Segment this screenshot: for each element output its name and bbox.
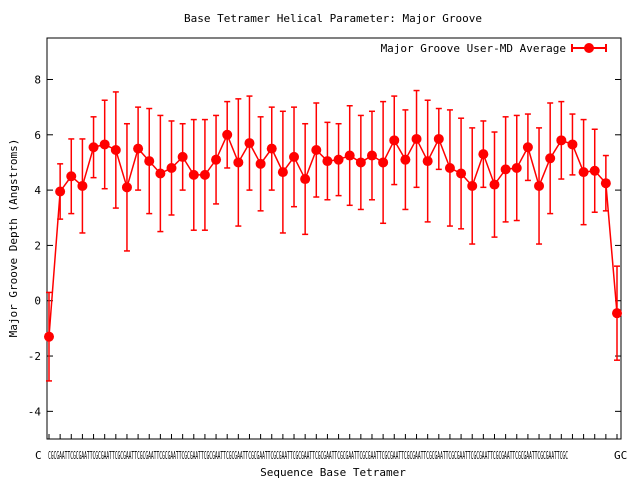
data-point — [433, 133, 444, 144]
legend-label: Major Groove User-MD Average — [381, 42, 566, 55]
data-point — [578, 167, 589, 178]
data-point — [400, 154, 411, 165]
data-point — [66, 171, 77, 182]
data-point — [344, 150, 355, 161]
data-point — [133, 143, 144, 154]
x-tick-label-first: C — [35, 449, 42, 462]
y-tick-label: 6 — [34, 129, 41, 142]
data-point — [300, 174, 311, 185]
data-point — [188, 169, 199, 180]
data-point — [322, 156, 333, 167]
data-point — [233, 157, 244, 168]
data-point — [255, 158, 266, 169]
y-tick-label: 8 — [34, 73, 41, 86]
y-axis-label: Major Groove Depth (Angstroms) — [7, 139, 20, 338]
data-point — [411, 133, 422, 144]
data-point — [389, 135, 400, 146]
x-axis: CGCGAATTCGCGAATTCGCGAATTCGCGAATTCGCGAATT… — [35, 434, 627, 462]
data-point — [244, 138, 255, 149]
x-tick-labels-overlap: CGCGAATTCGCGAATTCGCGAATTCGCGAATTCGCGAATT… — [48, 449, 568, 462]
x-tick-label-last: GC — [614, 449, 627, 462]
data-point — [155, 168, 166, 179]
data-point — [55, 186, 66, 197]
data-point — [422, 156, 433, 167]
data-point — [545, 153, 556, 164]
data-point — [522, 142, 533, 153]
data-point — [456, 168, 467, 179]
data-point — [121, 182, 132, 193]
data-point — [366, 150, 377, 161]
x-axis-label: Sequence Base Tetramer — [260, 466, 406, 479]
data-point — [277, 167, 288, 178]
data-point — [44, 331, 54, 342]
data-point — [222, 129, 233, 140]
data-point — [534, 180, 545, 191]
y-tick-label: 4 — [34, 184, 41, 197]
data-point — [211, 154, 222, 165]
legend-marker — [584, 43, 594, 53]
data-point — [311, 145, 322, 156]
data-point — [355, 157, 366, 168]
y-tick-label: -4 — [28, 405, 42, 418]
data-point — [589, 165, 600, 176]
data-point — [289, 151, 300, 162]
data-point — [567, 139, 578, 150]
data-point — [511, 162, 522, 173]
data-point — [333, 154, 344, 165]
y-tick-label: 2 — [34, 239, 41, 252]
data-point — [556, 135, 567, 146]
series-group — [44, 89, 622, 382]
y-tick-label: 0 — [34, 295, 41, 308]
data-point — [144, 156, 155, 167]
y-tick-label: -2 — [28, 350, 41, 363]
data-point — [600, 178, 611, 189]
data-point — [478, 149, 489, 160]
data-point — [99, 139, 110, 150]
data-point — [489, 179, 500, 190]
data-point — [444, 162, 455, 173]
plot-frame — [46, 37, 622, 440]
data-point — [177, 151, 188, 162]
legend: Major Groove User-MD Average — [381, 42, 607, 55]
data-point — [166, 162, 177, 173]
data-point — [88, 142, 99, 153]
data-point — [467, 180, 478, 191]
data-point — [77, 180, 88, 191]
data-point — [378, 157, 389, 168]
series-line — [48, 132, 618, 337]
data-point — [612, 308, 622, 319]
data-point — [199, 169, 210, 180]
data-point — [110, 145, 121, 156]
data-point — [266, 143, 277, 154]
y-axis: -4 -2 0 2 4 6 8 — [28, 73, 621, 418]
data-point — [500, 164, 511, 175]
chart-title: Base Tetramer Helical Parameter: Major G… — [184, 12, 482, 25]
